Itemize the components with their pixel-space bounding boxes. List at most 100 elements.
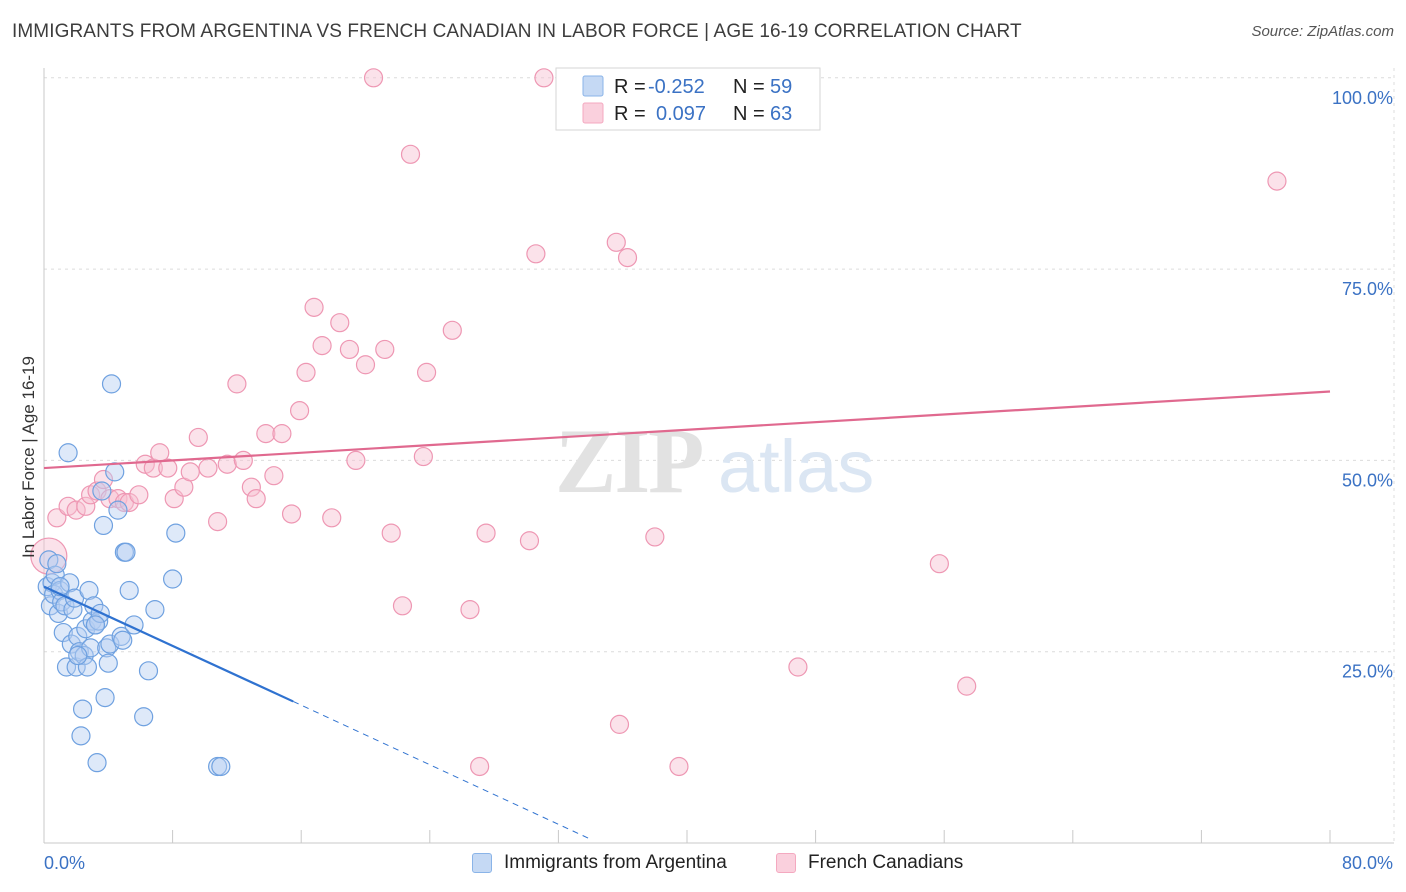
french-point-23 [217, 454, 237, 474]
x-axis-ticks [43, 830, 1331, 843]
argentina-point-34 [92, 481, 112, 501]
argentina-point-23 [74, 645, 94, 666]
argentina-trend-line [43, 585, 294, 703]
french-point-49 [460, 600, 480, 620]
french-point-47 [416, 362, 437, 383]
legend-n-value-french: 63 [770, 103, 792, 125]
legend-r-value-french: 0.097 [656, 103, 706, 125]
legend-r-label-argentina: R = [614, 76, 646, 98]
chart-title: IMMIGRANTS FROM ARGENTINA VS FRENCH CANA… [12, 21, 1022, 42]
legend-n-value-argentina: 59 [770, 76, 792, 98]
french-point-39 [346, 450, 366, 470]
argentina-point-50 [138, 661, 159, 681]
legend-n-label-french: N = [733, 103, 765, 125]
argentina-point-12 [56, 657, 77, 677]
argentina-point-49 [134, 707, 154, 727]
french-point-41 [363, 68, 384, 88]
french-point-34 [304, 297, 324, 317]
french-point-8 [100, 489, 120, 509]
french-point-46 [413, 446, 433, 467]
argentina-point-26 [79, 580, 99, 601]
french-point-3 [66, 500, 86, 520]
french-point-4 [76, 496, 96, 516]
french-point-29 [264, 466, 284, 486]
argentina-point-10 [53, 622, 73, 643]
french-point-31 [281, 504, 302, 524]
french-point-20 [188, 427, 208, 448]
french-point-44 [392, 596, 413, 616]
french-point-58 [645, 527, 665, 547]
argentina-point-42 [108, 500, 128, 520]
french-point-51 [476, 523, 496, 543]
legend-box-french [776, 853, 796, 873]
french-point-12 [129, 485, 149, 505]
french-point-45 [400, 144, 421, 164]
argentina-point-51 [145, 600, 165, 620]
argentina-point-6 [47, 554, 67, 574]
legend-item-argentina: Immigrants from Argentina [472, 852, 727, 874]
french-point-56 [609, 714, 630, 734]
french-point-59 [669, 756, 689, 777]
x-tick-labels: 0.0% 80.0% [44, 853, 1393, 873]
argentina-point-21 [71, 726, 91, 746]
argentina-point-55 [211, 756, 231, 777]
french-point-16 [158, 458, 178, 478]
legend-swatch-french [582, 102, 604, 124]
legend-swatch-argentina [582, 75, 604, 97]
french-point-60 [788, 657, 808, 677]
legend-item-french: French Canadians [776, 852, 963, 874]
french-point-55 [606, 232, 626, 252]
y-axis-label: In Labor Force | Age 16-19 [19, 356, 38, 558]
french-point-25 [233, 450, 253, 470]
y-tick-label-3: 100.0% [1332, 88, 1393, 108]
series-legend: Immigrants from Argentina French Canadia… [0, 852, 1406, 878]
argentina-trend-extension [292, 700, 591, 840]
legend-r-label-french: R = [614, 103, 646, 125]
argentina-point-15 [61, 634, 81, 654]
french-point-21 [198, 458, 218, 478]
argentina-point-52 [163, 569, 183, 589]
french-point-50 [470, 756, 490, 777]
argentina-point-22 [72, 699, 93, 719]
french-point-30 [272, 424, 292, 444]
argentina-point-35 [93, 515, 114, 536]
french-point-42 [375, 339, 395, 360]
french-point-35 [312, 336, 332, 356]
french-trend-line [43, 390, 1331, 470]
french-point-40 [355, 355, 376, 375]
legend-box-argentina [472, 853, 492, 873]
french-point-36 [322, 508, 342, 528]
french-point-62 [957, 676, 977, 696]
y-tick-label-0: 25.0% [1342, 662, 1393, 682]
argentina-points [37, 374, 231, 777]
french-point-22 [208, 512, 228, 532]
legend-label-french: French Canadians [808, 852, 964, 873]
watermark-zip: ZIP [555, 410, 702, 512]
argentina-point-46 [116, 542, 136, 562]
french-point-27 [246, 489, 266, 509]
french-point-48 [442, 320, 462, 340]
french-point-26 [241, 477, 261, 497]
argentina-point-53 [166, 523, 186, 543]
argentina-point-44 [113, 630, 133, 650]
watermark-atlas: atlas [718, 425, 874, 508]
french-point-24 [227, 374, 247, 394]
trend-lines [43, 390, 1331, 840]
french-point-37 [330, 313, 350, 333]
french-point-54 [534, 68, 554, 88]
argentina-point-41 [105, 462, 125, 482]
argentina-point-19 [68, 626, 88, 646]
chart-source: Source: ZipAtlas.com [1251, 23, 1394, 40]
y-tick-labels: 25.0% 50.0% 75.0% 100.0% [1332, 88, 1393, 682]
argentina-point-40 [101, 374, 122, 394]
french-point-28 [256, 424, 276, 444]
french-point-1 [47, 508, 67, 528]
french-point-52 [519, 531, 540, 551]
legend-n-label-argentina: N = [733, 76, 765, 98]
argentina-point-3 [40, 596, 61, 616]
x-tick-label-0: 0.0% [44, 853, 85, 873]
argentina-point-31 [87, 753, 107, 773]
argentina-point-58 [85, 615, 106, 635]
argentina-point-39 [100, 634, 120, 654]
